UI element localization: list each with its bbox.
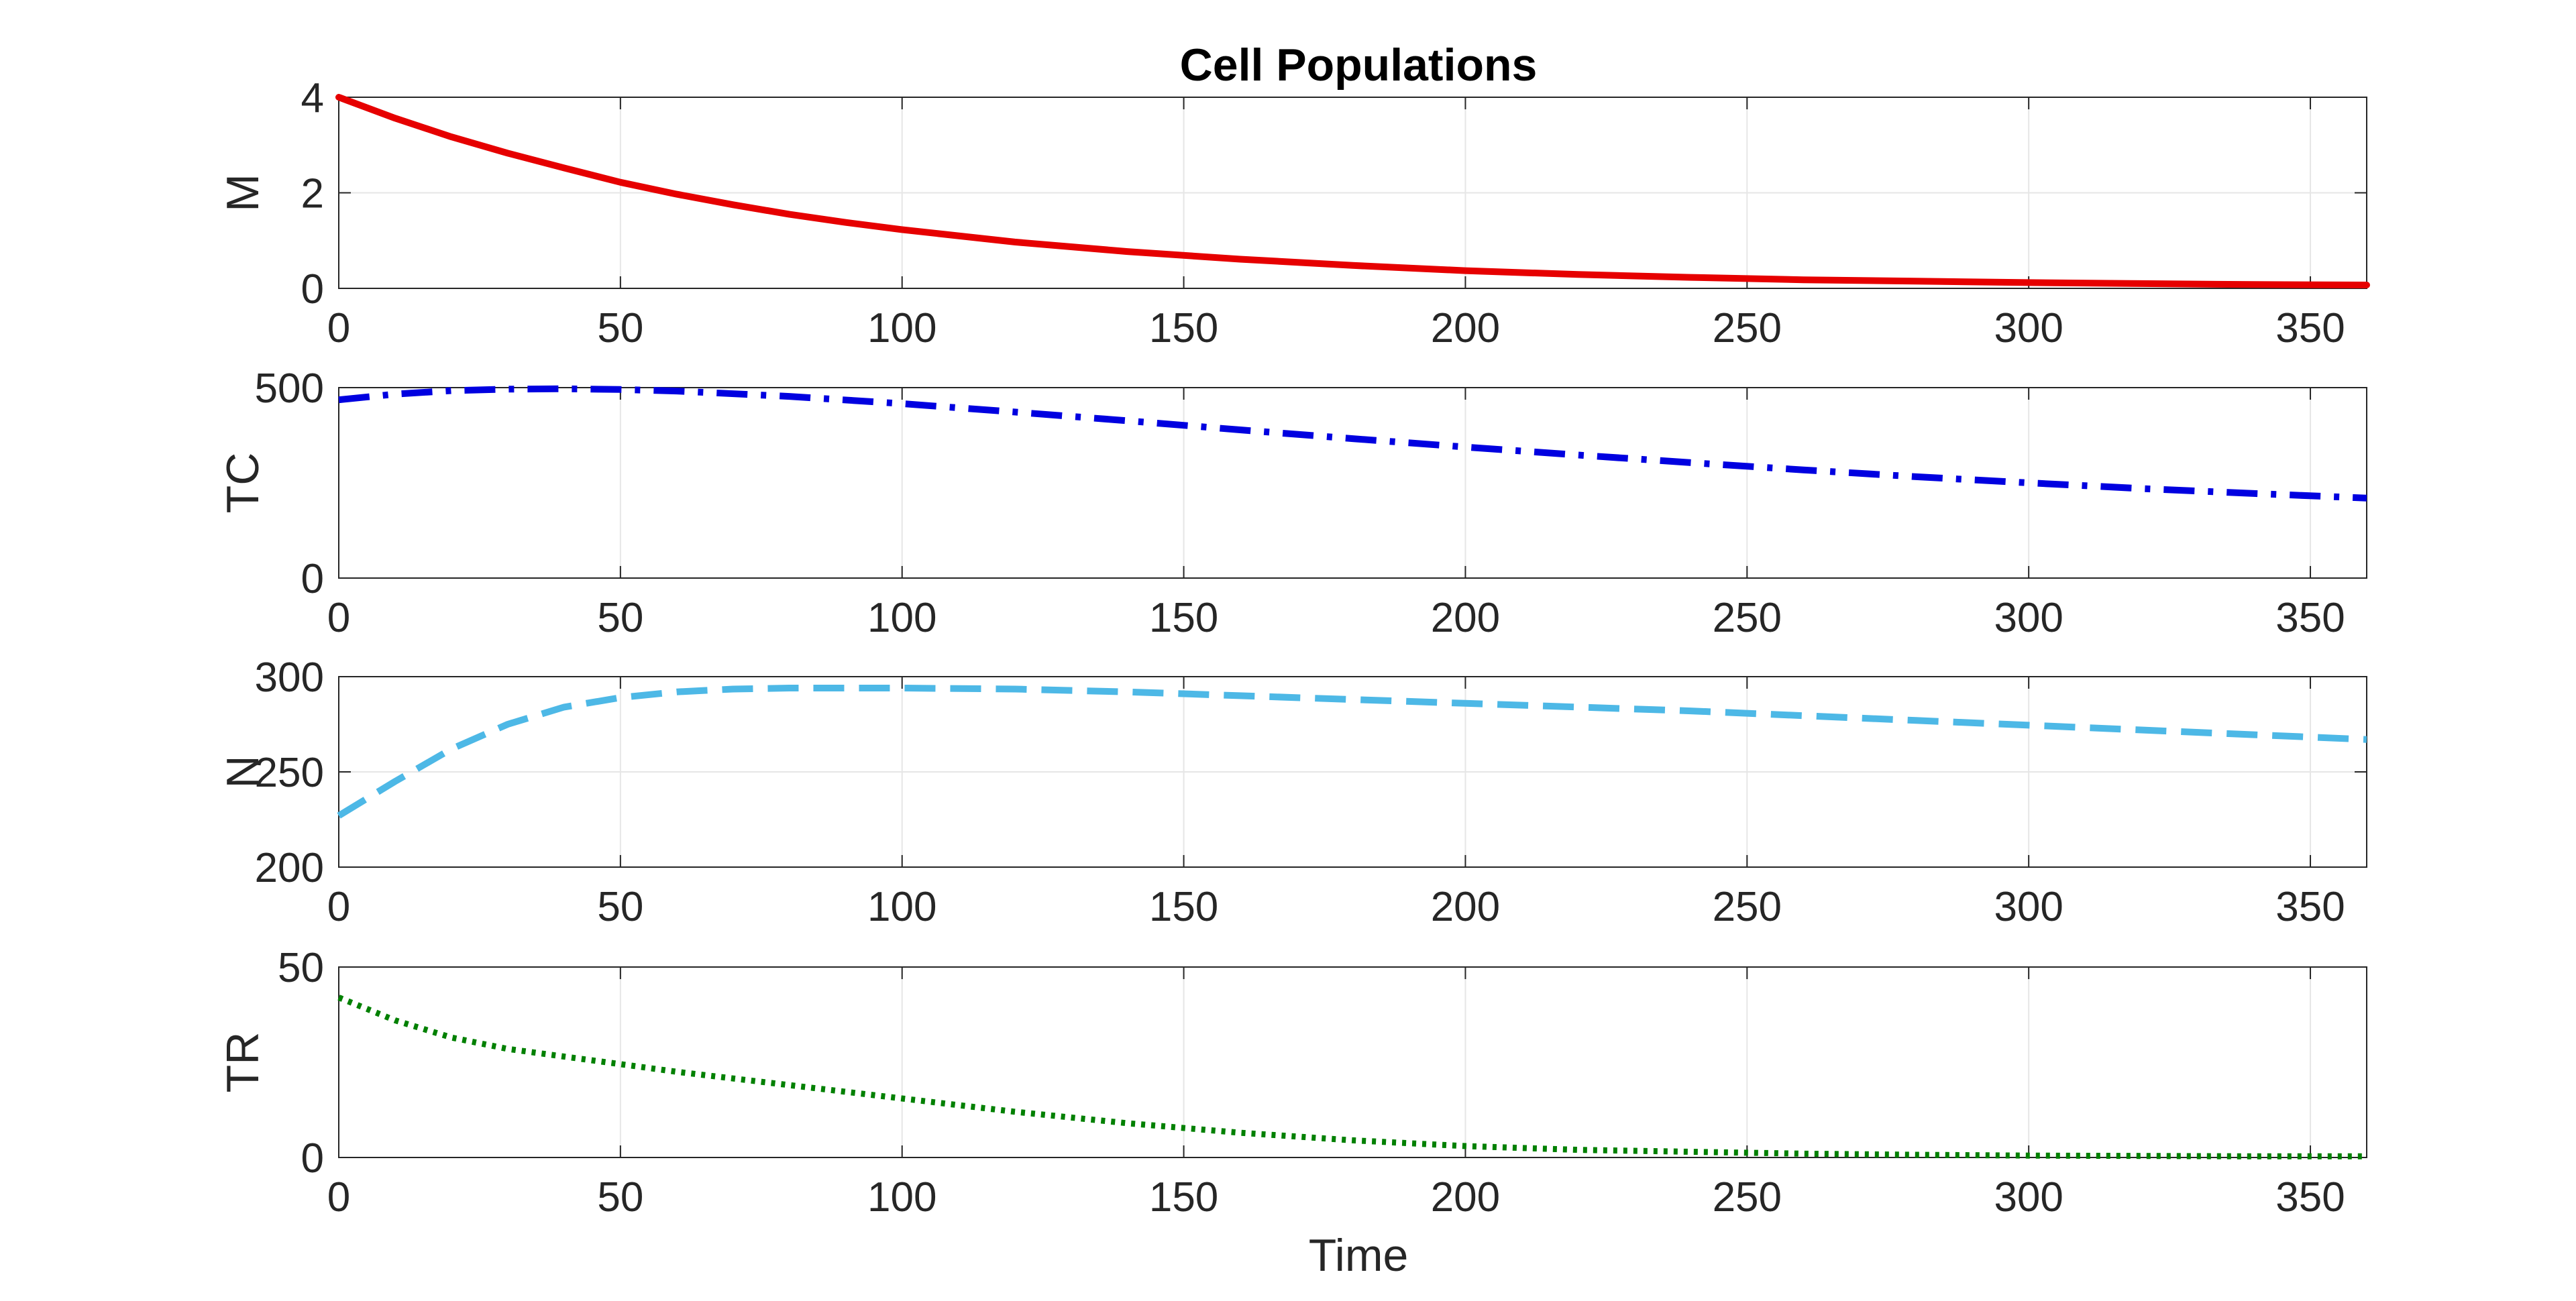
x-tick-label: 150 bbox=[1149, 884, 1218, 930]
x-tick-label: 250 bbox=[1713, 884, 1782, 930]
y-axis-label: TC bbox=[217, 453, 268, 514]
series-line-n bbox=[337, 685, 2367, 819]
axes-box bbox=[338, 966, 2367, 1158]
x-tick-label: 50 bbox=[597, 884, 643, 930]
x-tick-label: 50 bbox=[597, 1174, 643, 1221]
y-tick-label: 50 bbox=[278, 945, 324, 991]
x-tick-label: 350 bbox=[2275, 1174, 2345, 1221]
y-axis-label: TR bbox=[217, 1032, 268, 1093]
x-tick-label: 350 bbox=[2275, 595, 2345, 641]
x-tick-label: 300 bbox=[1994, 305, 2063, 351]
x-tick-label: 50 bbox=[597, 305, 643, 351]
series-line-m bbox=[335, 94, 2370, 288]
chart-title: Cell Populations bbox=[1180, 40, 1538, 91]
x-tick-label: 350 bbox=[2275, 305, 2345, 351]
y-axis-label: M bbox=[217, 174, 268, 212]
x-tick-label: 150 bbox=[1149, 1174, 1218, 1221]
x-tick-label: 100 bbox=[867, 595, 936, 641]
x-tick-label: 150 bbox=[1149, 595, 1218, 641]
x-tick-label: 50 bbox=[597, 595, 643, 641]
y-tick-label: 250 bbox=[255, 750, 324, 796]
x-tick-label: 100 bbox=[867, 1174, 936, 1221]
y-axis-label: N bbox=[217, 755, 268, 788]
x-tick-label: 300 bbox=[1994, 595, 2063, 641]
x-tick-label: 0 bbox=[327, 595, 350, 641]
series-line-tr bbox=[337, 995, 2367, 1159]
axes-frame bbox=[338, 676, 2367, 868]
x-tick-label: 200 bbox=[1431, 884, 1500, 930]
x-tick-label: 0 bbox=[327, 305, 350, 351]
subplot-n: 0 50 100 150 200 250 300 350 200 250 300 N bbox=[217, 655, 2367, 930]
x-tick-label: 300 bbox=[1994, 884, 2063, 930]
x-tick-label: 200 bbox=[1431, 1174, 1500, 1221]
x-tick-label: 250 bbox=[1713, 305, 1782, 351]
x-tick-label: 200 bbox=[1431, 595, 1500, 641]
x-tick-label: 100 bbox=[867, 305, 936, 351]
x-tick-label: 250 bbox=[1713, 595, 1782, 641]
x-tick-label: 350 bbox=[2275, 884, 2345, 930]
x-tick-label: 200 bbox=[1431, 305, 1500, 351]
x-tick-label: 100 bbox=[867, 884, 936, 930]
axes-frame bbox=[338, 966, 2367, 1158]
axes-frame bbox=[338, 387, 2367, 579]
y-tick-label: 500 bbox=[255, 365, 324, 412]
subplot-tc: 0 50 100 150 200 250 300 350 0 500 TC bbox=[217, 365, 2367, 641]
x-axis-label: Time bbox=[1309, 1230, 1409, 1281]
series-line-tc bbox=[338, 385, 2367, 502]
y-tick-label: 2 bbox=[301, 171, 324, 217]
axes-frame bbox=[338, 97, 2367, 289]
x-tick-label: 0 bbox=[327, 884, 350, 930]
y-tick-label: 4 bbox=[301, 75, 324, 121]
x-tick-label: 300 bbox=[1994, 1174, 2063, 1221]
x-tick-label: 0 bbox=[327, 1174, 350, 1221]
x-tick-label: 150 bbox=[1149, 305, 1218, 351]
x-tick-label: 250 bbox=[1713, 1174, 1782, 1221]
y-tick-label: 200 bbox=[255, 845, 324, 891]
y-tick-label: 300 bbox=[255, 655, 324, 701]
y-tick-label: 0 bbox=[301, 266, 324, 313]
y-tick-label: 0 bbox=[301, 1135, 324, 1182]
subplot-m: 0 50 100 150 200 250 300 350 0 2 4 M bbox=[217, 75, 2370, 351]
y-tick-label: 0 bbox=[301, 556, 324, 602]
